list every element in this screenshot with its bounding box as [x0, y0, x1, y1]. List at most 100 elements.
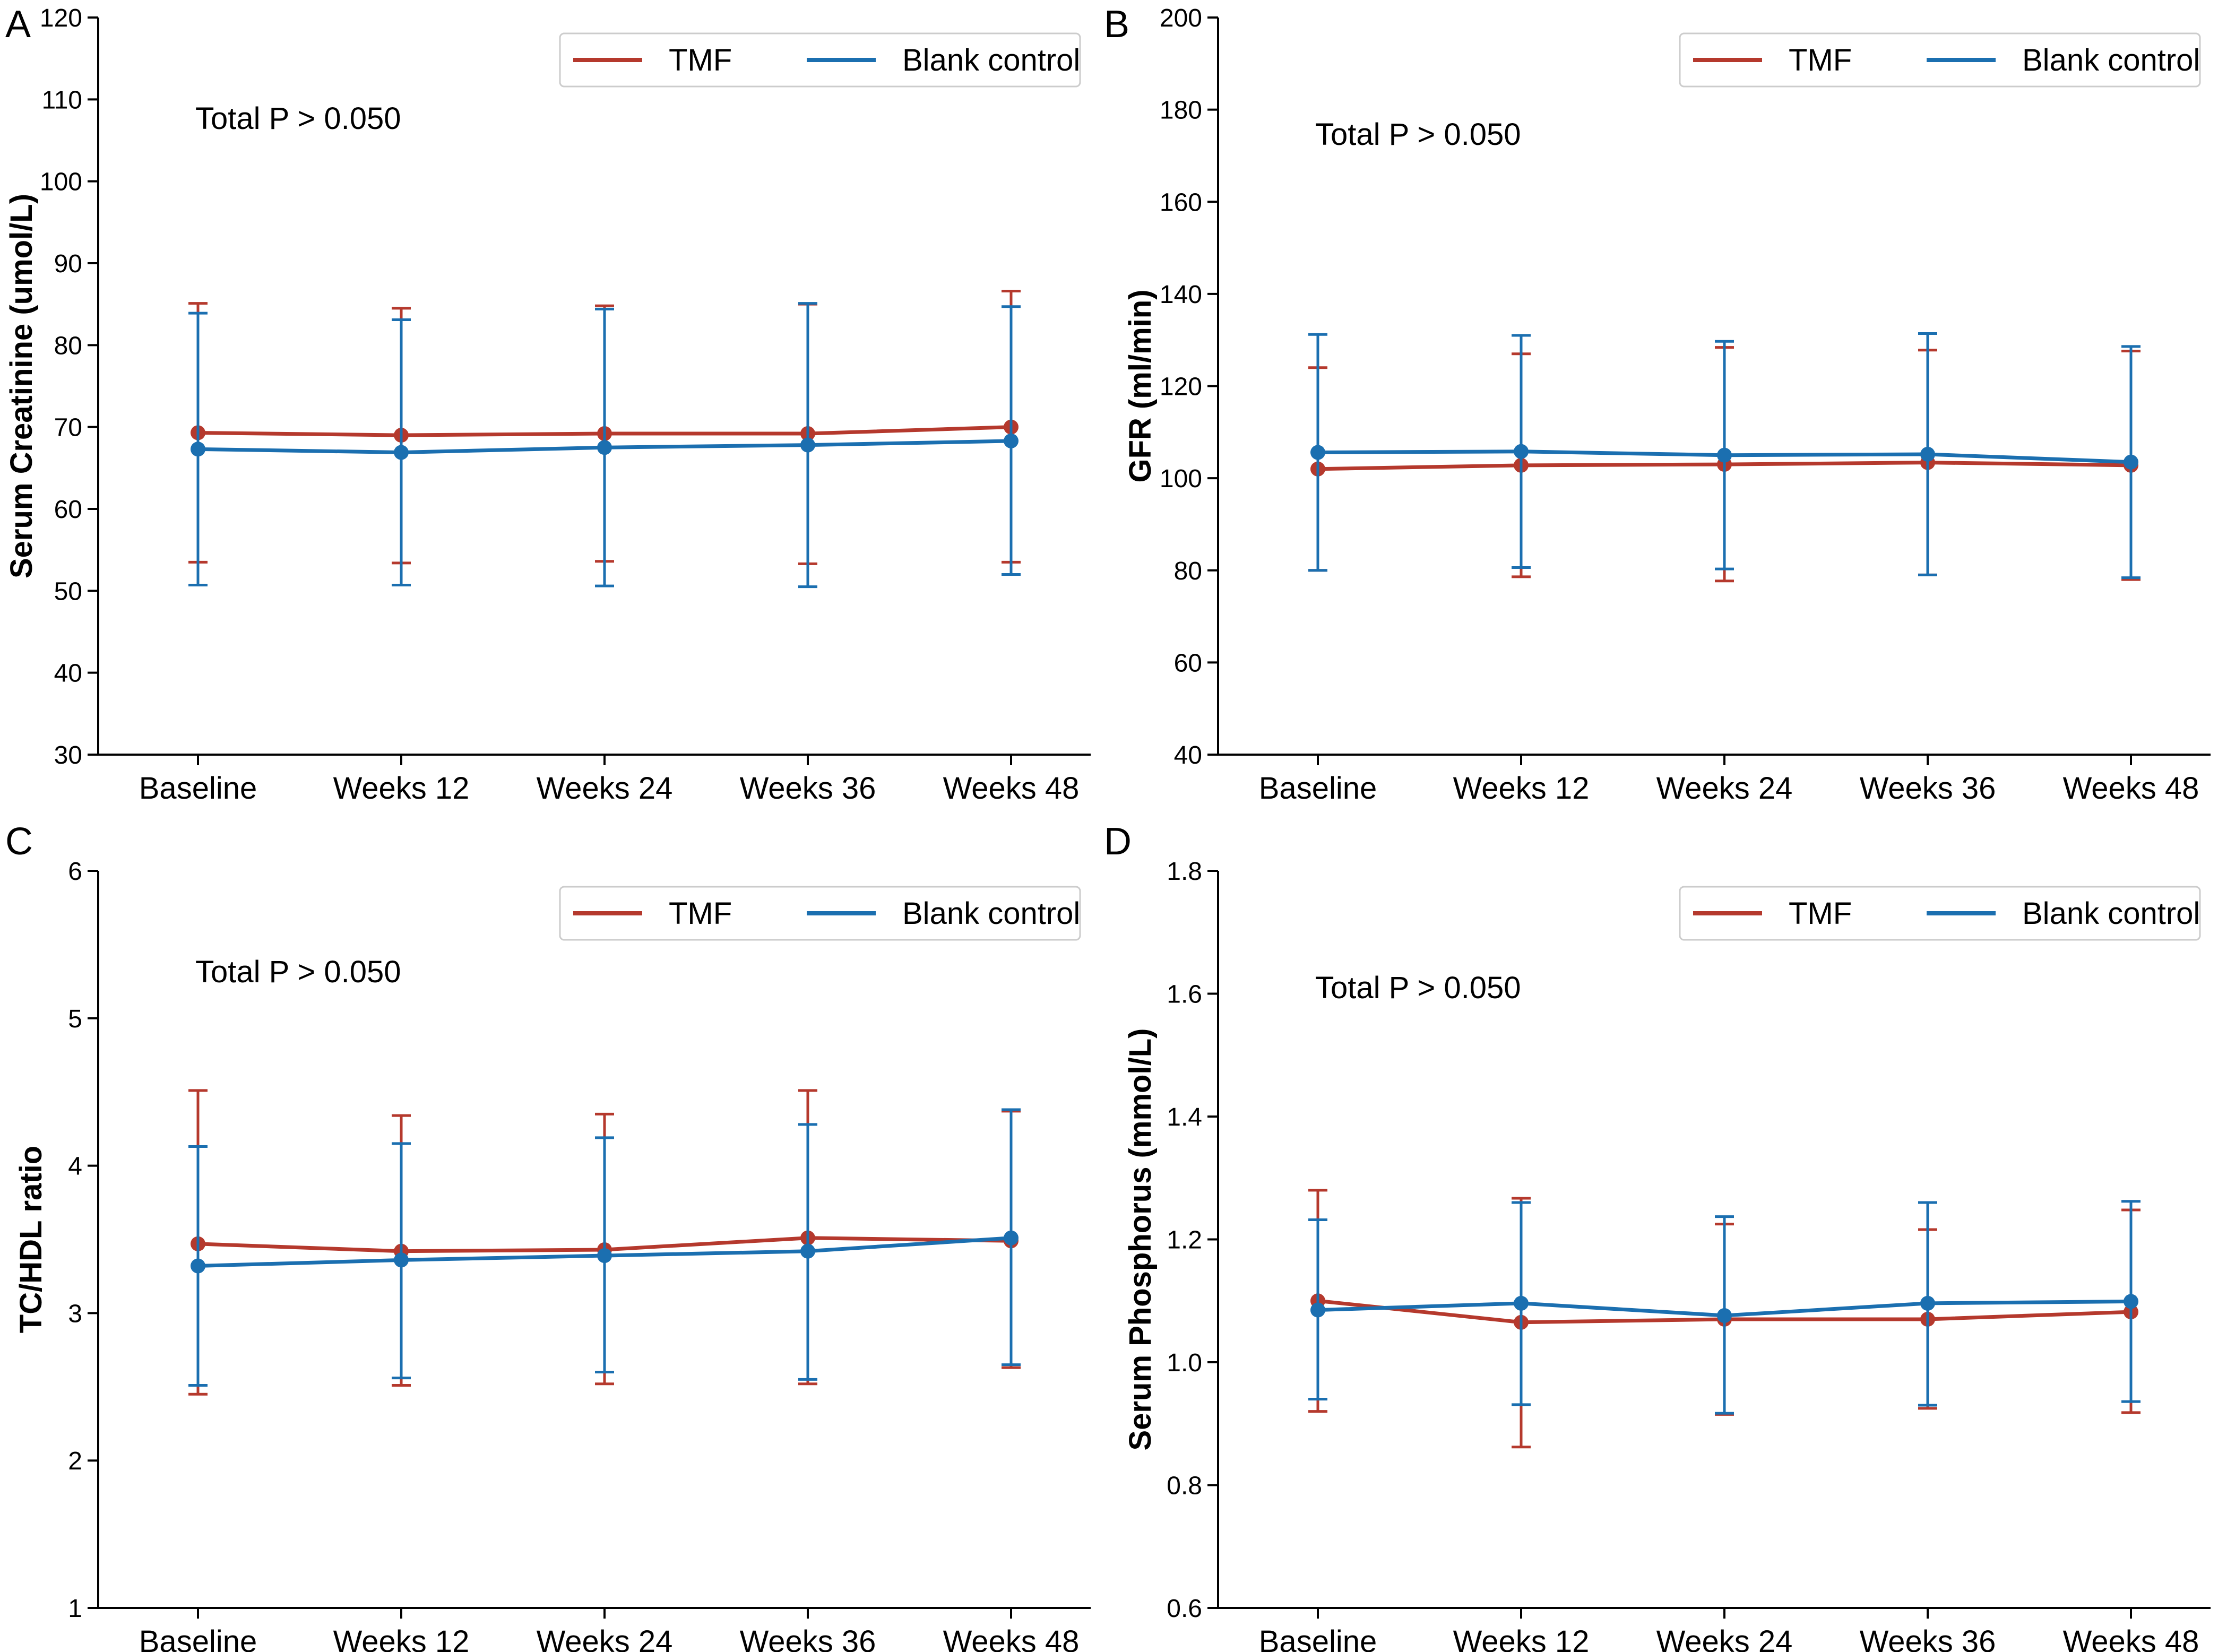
- panel-c: C 1 2 3 4 5 6 Baseline Weeks 12 Weeks 24 Weeks 36 W…: [5, 820, 1091, 1652]
- data-point: [1920, 446, 1935, 462]
- series-blank-control: [1308, 1200, 2141, 1415]
- legend-label: TMF: [669, 43, 732, 77]
- y-tick-label: 140: [1160, 281, 1202, 309]
- data-point: [1310, 1302, 1325, 1318]
- legend-label: TMF: [1789, 896, 1852, 931]
- x-tick-label: Weeks 24: [1656, 1624, 1793, 1652]
- x-tick-label: Weeks 12: [1453, 1624, 1590, 1652]
- y-tick-label: 160: [1160, 188, 1202, 217]
- legend-label: Blank control: [902, 43, 1080, 77]
- series-blank-control: [1308, 332, 2141, 580]
- data-point: [1717, 447, 1732, 463]
- x-tick-label: Weeks 48: [943, 771, 1080, 806]
- panel-letter: B: [1104, 3, 1129, 46]
- y-tick-label: 60: [1174, 649, 1202, 677]
- y-tick-label: 60: [54, 496, 82, 524]
- y-tick-label: 1.6: [1167, 981, 1202, 1009]
- x-tick-label: Weeks 12: [333, 771, 470, 806]
- y-tick-label: 4: [68, 1153, 82, 1181]
- p-value-annotation: Total P > 0.050: [195, 955, 401, 989]
- data-point: [191, 442, 205, 457]
- panel-a: A 30 40 50 60 70 80 90 100 110 120 Baseline Weeks 12…: [4, 3, 1091, 806]
- series-blank-control: [188, 1108, 1021, 1387]
- data-point: [2124, 454, 2138, 470]
- panel-b: B 40 60 80 100 120 140 160 180 200 Baseline Weeks 1…: [1104, 3, 2211, 806]
- x-tick-label: Weeks 12: [333, 1624, 470, 1652]
- legend-label: Blank control: [2022, 896, 2200, 931]
- y-tick-label: 0.8: [1167, 1472, 1202, 1500]
- legend-label: Blank control: [902, 896, 1080, 931]
- y-tick-label: 180: [1160, 97, 1202, 125]
- panel-d: D 0.6 0.8 1.0 1.2 1.4 1.6 1.8 Baseline Weeks 12 We…: [1104, 820, 2211, 1652]
- y-tick-label: 120: [1160, 373, 1202, 401]
- x-tick-label: Weeks 48: [2063, 771, 2199, 806]
- data-point: [2124, 1294, 2138, 1309]
- y-tick-label: 120: [40, 4, 82, 32]
- y-tick-label: 1.8: [1167, 858, 1202, 886]
- data-point: [1717, 1308, 1732, 1324]
- y-tick-label: 90: [54, 250, 82, 278]
- y-tick-label: 100: [40, 168, 82, 196]
- y-tick-label: 6: [68, 858, 82, 886]
- data-point: [1004, 1230, 1019, 1246]
- data-point: [191, 1258, 205, 1274]
- y-tick-label: 3: [68, 1300, 82, 1328]
- x-tick-label: Baseline: [1259, 771, 1377, 806]
- legend: TMF Blank control: [559, 886, 1081, 941]
- y-tick-label: 200: [1160, 4, 1202, 32]
- x-tick-label: Weeks 24: [537, 1624, 673, 1652]
- x-tick-label: Weeks 48: [943, 1624, 1080, 1652]
- data-point: [394, 1252, 409, 1268]
- data-point: [1514, 1295, 1529, 1311]
- y-tick-label: 0.6: [1167, 1595, 1202, 1623]
- x-tick-label: Baseline: [139, 1624, 257, 1652]
- data-point: [1514, 444, 1529, 459]
- y-axis-title: Serum Phosphorus (mmol/L): [1123, 1028, 1158, 1451]
- y-tick-label: 50: [54, 577, 82, 606]
- y-tick-label: 2: [68, 1447, 82, 1475]
- y-tick-label: 1.0: [1167, 1349, 1202, 1377]
- panel-letter: A: [5, 3, 31, 46]
- y-tick-label: 40: [54, 660, 82, 688]
- series-blank-control: [188, 302, 1021, 589]
- y-axis-title: GFR (ml/min): [1123, 289, 1158, 482]
- y-tick-label: 5: [68, 1005, 82, 1033]
- data-point: [800, 1243, 815, 1259]
- p-value-annotation: Total P > 0.050: [195, 101, 401, 136]
- y-tick-label: 30: [54, 741, 82, 769]
- x-tick-label: Weeks 36: [740, 1624, 876, 1652]
- y-tick-label: 40: [1174, 741, 1202, 769]
- legend-label: Blank control: [2022, 43, 2200, 77]
- data-point: [597, 440, 612, 455]
- y-tick-label: 110: [41, 86, 82, 114]
- data-point: [394, 445, 409, 460]
- data-point: [1004, 433, 1019, 448]
- legend-label: TMF: [669, 896, 732, 931]
- x-tick-label: Weeks 36: [1860, 1624, 1996, 1652]
- y-tick-label: 100: [1160, 465, 1202, 493]
- data-point: [597, 1248, 612, 1264]
- y-tick-label: 1.4: [1167, 1103, 1202, 1131]
- y-tick-label: 80: [1174, 557, 1202, 585]
- p-value-annotation: Total P > 0.050: [1315, 971, 1521, 1005]
- x-tick-label: Weeks 12: [1453, 771, 1590, 806]
- legend: TMF Blank control: [1679, 32, 2201, 88]
- y-tick-label: 1.2: [1167, 1226, 1202, 1255]
- x-tick-label: Weeks 48: [2063, 1624, 2199, 1652]
- y-tick-label: 80: [54, 332, 82, 360]
- x-tick-label: Weeks 36: [740, 771, 876, 806]
- panel-letter: C: [5, 820, 33, 863]
- x-tick-label: Weeks 24: [537, 771, 673, 806]
- y-tick-label: 70: [54, 414, 82, 442]
- x-tick-label: Weeks 24: [1656, 771, 1793, 806]
- legend: TMF Blank control: [559, 32, 1081, 88]
- x-tick-label: Weeks 36: [1860, 771, 1996, 806]
- y-axis-title: TC/HDL ratio: [14, 1146, 48, 1333]
- y-axis-title: Serum Creatinine (umol/L): [4, 194, 39, 578]
- data-point: [1310, 445, 1325, 460]
- data-point: [1920, 1295, 1935, 1311]
- legend: TMF Blank control: [1679, 886, 2201, 941]
- x-tick-label: Baseline: [1259, 1624, 1377, 1652]
- x-tick-label: Baseline: [139, 771, 257, 806]
